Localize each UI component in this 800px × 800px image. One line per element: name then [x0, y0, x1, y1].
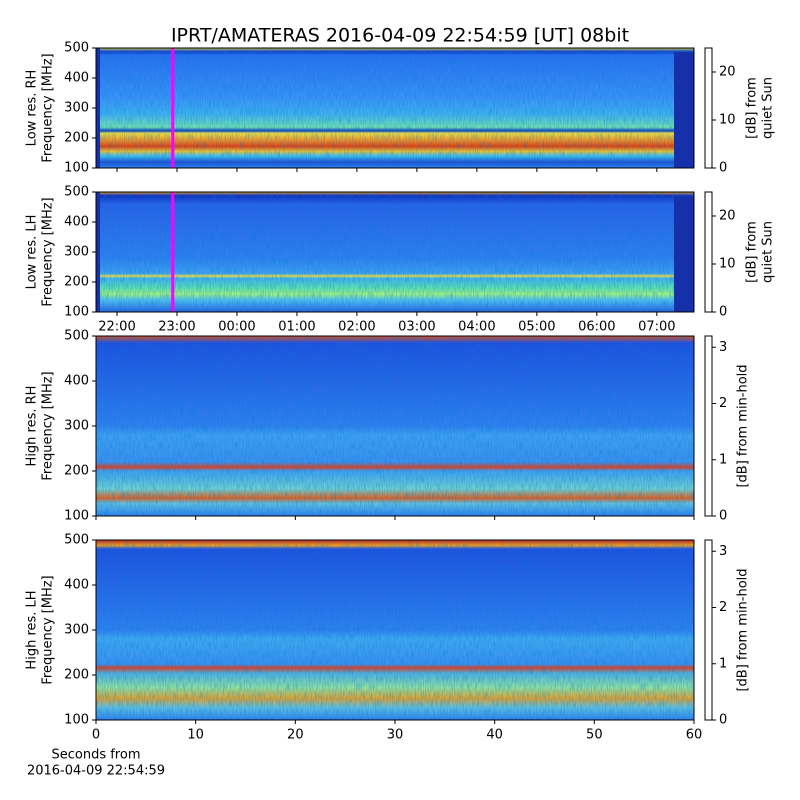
y-tick-label: 200 [64, 131, 89, 146]
x-tick-label: 22:00 [98, 320, 135, 335]
colorbar [704, 539, 713, 721]
y-tick-label: 200 [64, 464, 89, 479]
x-tick-label: 02:00 [338, 320, 375, 335]
y-tick-label: 300 [64, 101, 89, 116]
x-tick-label: 10 [187, 728, 204, 743]
colorbar [704, 47, 713, 169]
x-tick-label: 50 [586, 728, 603, 743]
y-tick-label: 300 [64, 245, 89, 260]
colorbar-tick-label: 0 [719, 161, 727, 176]
y-tick-label: 500 [64, 41, 89, 56]
colorbar-tick-label: 20 [719, 65, 736, 80]
x-tick-label: 23:00 [158, 320, 195, 335]
no-data-strip [674, 52, 694, 168]
colorbar-tick-label: 3 [719, 544, 727, 559]
y-tick-label: 500 [64, 329, 89, 344]
colorbar-tick-label: 0 [719, 509, 727, 524]
no-data-strip [674, 196, 694, 312]
colorbar-tick-label: 10 [719, 113, 736, 128]
spectrogram-texture [96, 48, 694, 168]
y-axis-label: Frequency [MHz] [41, 371, 56, 480]
x-tick-label: 05:00 [518, 320, 555, 335]
y-tick-label: 500 [64, 185, 89, 200]
no-data-strip [96, 48, 100, 168]
colorbar-label: [dB] from min-hold [736, 568, 751, 691]
colorbar [704, 335, 713, 517]
y-tick-label: 100 [64, 713, 89, 728]
colorbar-label: [dB] from [745, 221, 760, 283]
colorbar-label: quiet Sun [761, 77, 776, 139]
y-tick-label: 500 [64, 533, 89, 548]
y-axis-label: Low res. RH [25, 70, 40, 147]
x-tick-label: 04:00 [458, 320, 495, 335]
x-tick-label: 20 [287, 728, 304, 743]
y-tick-label: 100 [64, 305, 89, 320]
x-tick-label: 0 [92, 728, 100, 743]
y-tick-label: 300 [64, 623, 89, 638]
colorbar-tick-label: 20 [719, 209, 736, 224]
y-tick-label: 300 [64, 419, 89, 434]
colorbar [704, 191, 713, 313]
x-tick-label: 07:00 [638, 320, 675, 335]
x-axis-label: Seconds from [51, 748, 140, 763]
y-tick-label: 200 [64, 275, 89, 290]
y-axis-label: Frequency [MHz] [41, 53, 56, 162]
y-axis-label: Low res. LH [25, 215, 40, 290]
colorbar-tick-label: 1 [719, 452, 727, 467]
x-tick-label: 01:00 [278, 320, 315, 335]
colorbar-tick-label: 3 [719, 340, 727, 355]
colorbar-tick-label: 2 [719, 600, 727, 615]
y-tick-label: 100 [64, 161, 89, 176]
y-axis-label: High res. RH [25, 386, 40, 467]
x-tick-label: 30 [387, 728, 404, 743]
y-axis-label: Frequency [MHz] [41, 575, 56, 684]
no-data-strip [96, 192, 100, 312]
y-tick-label: 400 [64, 578, 89, 593]
colorbar-tick-label: 10 [719, 257, 736, 272]
y-tick-label: 100 [64, 509, 89, 524]
colorbar-tick-label: 2 [719, 396, 727, 411]
colorbar-label: [dB] from min-hold [736, 364, 751, 487]
x-tick-label: 03:00 [398, 320, 435, 335]
x-axis-label: 2016-04-09 22:54:59 [27, 764, 165, 779]
colorbar-tick-label: 1 [719, 656, 727, 671]
spectrogram-texture [96, 192, 694, 312]
y-axis-label: High res. LH [25, 590, 40, 669]
y-tick-label: 400 [64, 215, 89, 230]
spectrogram-texture [96, 336, 694, 516]
y-tick-label: 400 [64, 71, 89, 86]
colorbar-tick-label: 0 [719, 305, 727, 320]
spectrogram-texture [96, 540, 694, 720]
colorbar-label: [dB] from [745, 77, 760, 139]
x-tick-label: 40 [486, 728, 503, 743]
y-tick-label: 400 [64, 374, 89, 389]
colorbar-label: quiet Sun [761, 221, 776, 283]
y-tick-label: 200 [64, 668, 89, 683]
x-tick-label: 60 [686, 728, 703, 743]
colorbar-tick-label: 0 [719, 713, 727, 728]
y-axis-label: Frequency [MHz] [41, 197, 56, 306]
x-tick-label: 06:00 [578, 320, 615, 335]
x-tick-label: 00:00 [218, 320, 255, 335]
figure-title: IPRT/AMATERAS 2016-04-09 22:54:59 [UT] 0… [171, 25, 629, 47]
